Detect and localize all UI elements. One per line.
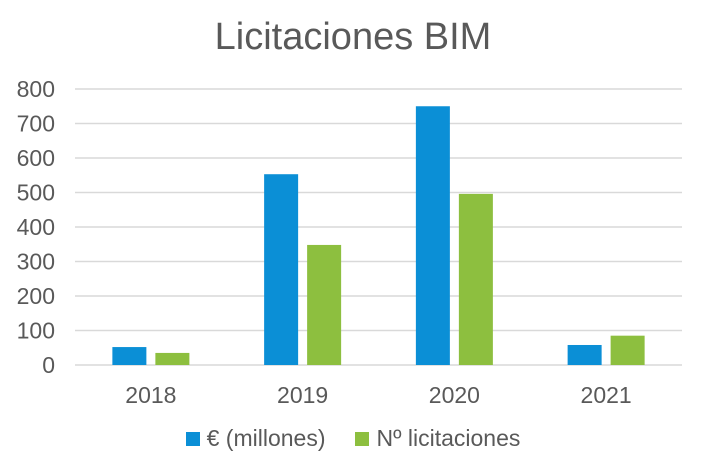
legend-label-series-1: € (millones) [206,425,326,451]
bar-series-2-2020 [458,193,493,365]
legend-swatch-series-2 [355,431,370,446]
y-tick-label: 200 [17,283,55,309]
y-axis-ticks: 0 100 200 300 400 500 600 700 800 [17,76,55,378]
bar-series-2-2018 [155,352,190,365]
x-tick-label: 2018 [125,382,176,408]
y-tick-label: 800 [17,76,55,102]
bar-series-1-2020 [415,106,450,365]
chart-title: Licitaciones BIM [214,16,492,58]
y-tick-label: 300 [17,249,55,275]
x-tick-label: 2021 [581,382,632,408]
x-axis-ticks: 2018 2019 2020 2021 [125,382,631,408]
y-tick-label: 100 [17,318,55,344]
legend-swatch-series-1 [185,431,200,446]
x-tick-label: 2019 [277,382,328,408]
bar-series-2-2021 [610,335,645,365]
y-tick-label: 700 [17,111,55,137]
legend-item-series-2: Nº licitaciones [355,425,520,452]
bar-series-1-2018 [112,347,147,365]
y-tick-label: 0 [42,352,55,378]
y-tick-label: 500 [17,180,55,206]
gridlines [75,88,682,366]
legend: € (millones) Nº licitaciones [0,425,706,452]
y-tick-label: 400 [17,214,55,240]
bar-series-1-2019 [264,174,299,365]
y-tick-label: 600 [17,145,55,171]
legend-label-series-2: Nº licitaciones [376,425,521,451]
x-tick-label: 2020 [429,382,480,408]
legend-item-series-1: € (millones) [185,425,326,452]
bars [112,106,645,365]
bar-series-1-2021 [567,344,602,365]
bar-series-2-2019 [307,244,342,365]
